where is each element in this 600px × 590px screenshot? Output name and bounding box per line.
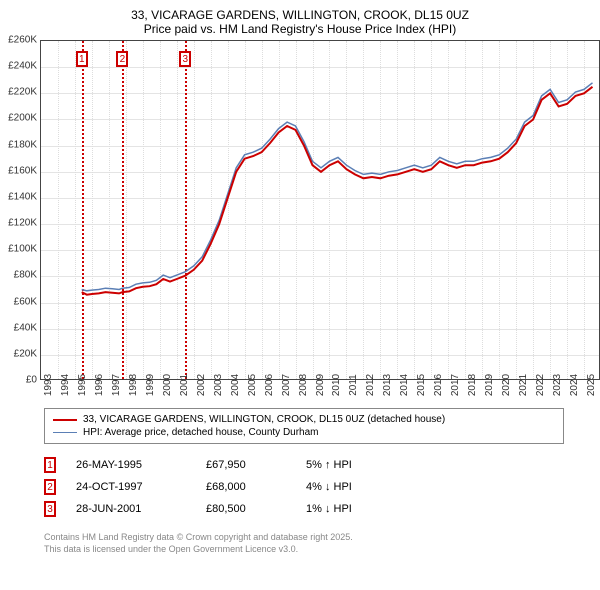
x-axis-label: 2020 xyxy=(501,374,512,396)
x-axis-label: 1997 xyxy=(111,374,122,396)
series-property xyxy=(82,87,593,295)
sales-marker-icon: 1 xyxy=(44,457,56,473)
y-axis-label: £120K xyxy=(8,218,37,229)
x-axis-label: 2009 xyxy=(315,374,326,396)
x-axis-label: 2022 xyxy=(535,374,546,396)
x-axis-label: 2016 xyxy=(433,374,444,396)
x-axis-label: 2023 xyxy=(552,374,563,396)
x-axis-label: 2013 xyxy=(382,374,393,396)
x-axis-label: 2011 xyxy=(348,374,359,396)
legend-label: HPI: Average price, detached house, Coun… xyxy=(83,427,319,438)
footer-line-2: This data is licensed under the Open Gov… xyxy=(44,544,600,556)
x-axis-label: 2021 xyxy=(518,374,529,396)
x-axis-label: 2017 xyxy=(450,374,461,396)
x-axis-label: 1999 xyxy=(145,374,156,396)
sales-date: 26-MAY-1995 xyxy=(76,459,186,471)
x-axis-label: 2010 xyxy=(331,374,342,396)
y-axis-label: £220K xyxy=(8,87,37,98)
x-axis-label: 2012 xyxy=(365,374,376,396)
x-axis-label: 1993 xyxy=(43,374,54,396)
y-axis-label: £260K xyxy=(8,35,37,46)
y-axis-label: £160K xyxy=(8,165,37,176)
sales-date: 28-JUN-2001 xyxy=(76,503,186,515)
x-axis-label: 2003 xyxy=(213,374,224,396)
series-hpi xyxy=(82,83,593,291)
y-axis-label: £100K xyxy=(8,244,37,255)
sales-row: 3 28-JUN-2001 £80,500 1% ↓ HPI xyxy=(44,498,600,520)
x-axis-label: 2019 xyxy=(484,374,495,396)
x-axis-label: 1996 xyxy=(94,374,105,396)
legend: 33, VICARAGE GARDENS, WILLINGTON, CROOK,… xyxy=(44,408,564,444)
sales-row: 1 26-MAY-1995 £67,950 5% ↑ HPI xyxy=(44,454,600,476)
legend-label: 33, VICARAGE GARDENS, WILLINGTON, CROOK,… xyxy=(83,414,445,425)
chart-area: 123 £0£20K£40K£60K£80K£100K£120K£140K£16… xyxy=(40,40,600,400)
sales-price: £67,950 xyxy=(206,459,286,471)
x-axis-label: 1998 xyxy=(128,374,139,396)
x-axis-label: 1994 xyxy=(60,374,71,396)
y-axis-label: £20K xyxy=(14,348,37,359)
sales-price: £68,000 xyxy=(206,481,286,493)
x-axis-label: 1995 xyxy=(77,374,88,396)
y-axis-label: £40K xyxy=(14,322,37,333)
y-axis-label: £200K xyxy=(8,113,37,124)
x-axis-label: 2007 xyxy=(281,374,292,396)
x-axis-label: 2024 xyxy=(569,374,580,396)
x-axis-label: 2014 xyxy=(399,374,410,396)
y-axis-label: £240K xyxy=(8,61,37,72)
legend-row: 33, VICARAGE GARDENS, WILLINGTON, CROOK,… xyxy=(53,413,555,426)
legend-row: HPI: Average price, detached house, Coun… xyxy=(53,426,555,439)
sales-delta: 4% ↓ HPI xyxy=(306,481,406,493)
chart-subtitle: Price paid vs. HM Land Registry's House … xyxy=(0,22,600,40)
y-axis-label: £140K xyxy=(8,191,37,202)
chart-title: 33, VICARAGE GARDENS, WILLINGTON, CROOK,… xyxy=(0,0,600,22)
x-axis-label: 2004 xyxy=(230,374,241,396)
sales-price: £80,500 xyxy=(206,503,286,515)
sales-row: 2 24-OCT-1997 £68,000 4% ↓ HPI xyxy=(44,476,600,498)
sales-table: 1 26-MAY-1995 £67,950 5% ↑ HPI 2 24-OCT-1997 £… xyxy=(44,454,600,520)
x-axis-label: 2002 xyxy=(196,374,207,396)
y-axis-label: £180K xyxy=(8,139,37,150)
x-axis-label: 2001 xyxy=(179,374,190,396)
legend-swatch xyxy=(53,432,77,434)
sales-marker-icon: 3 xyxy=(44,501,56,517)
legend-swatch xyxy=(53,419,77,421)
sales-marker-icon: 2 xyxy=(44,479,56,495)
sales-delta: 1% ↓ HPI xyxy=(306,503,406,515)
line-series xyxy=(41,41,600,381)
sales-date: 24-OCT-1997 xyxy=(76,481,186,493)
plot-region: 123 xyxy=(40,40,600,380)
y-axis-label: £80K xyxy=(14,270,37,281)
x-axis-label: 2025 xyxy=(586,374,597,396)
sales-delta: 5% ↑ HPI xyxy=(306,459,406,471)
x-axis-label: 2006 xyxy=(264,374,275,396)
x-axis-label: 2018 xyxy=(467,374,478,396)
x-axis-label: 2005 xyxy=(247,374,258,396)
y-axis-label: £0 xyxy=(26,375,37,386)
y-axis-label: £60K xyxy=(14,296,37,307)
x-axis-label: 2015 xyxy=(416,374,427,396)
x-axis-label: 2008 xyxy=(298,374,309,396)
footer-line-1: Contains HM Land Registry data © Crown c… xyxy=(44,532,600,544)
attribution-footer: Contains HM Land Registry data © Crown c… xyxy=(44,532,600,555)
x-axis-label: 2000 xyxy=(162,374,173,396)
